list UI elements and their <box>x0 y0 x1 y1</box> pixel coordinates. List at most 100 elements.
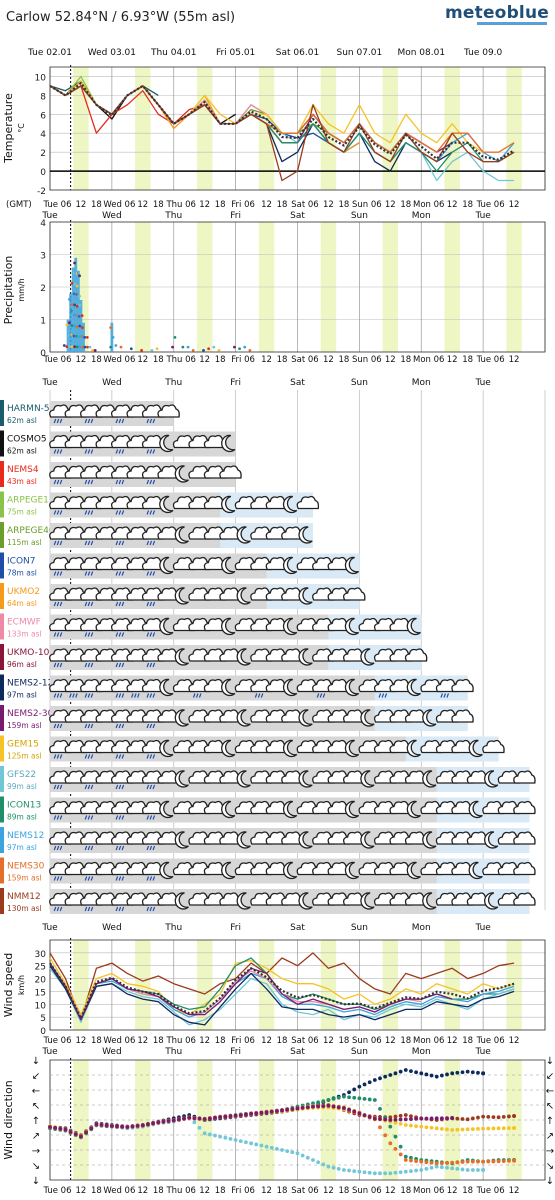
rain-drop <box>443 693 447 698</box>
rain-drop <box>84 723 88 729</box>
precip-point <box>78 274 81 278</box>
moon-shape <box>468 861 483 879</box>
rain-drop <box>84 906 88 912</box>
model-name: NEMS12 <box>7 831 44 841</box>
direction-point <box>223 1114 228 1119</box>
moon-shape <box>159 861 174 879</box>
direction-point <box>254 1142 259 1147</box>
moon-icon <box>298 892 313 910</box>
direction-point <box>403 1068 408 1072</box>
direction-point <box>429 1073 434 1078</box>
direction-point <box>352 1095 357 1100</box>
precip-point <box>62 344 66 347</box>
rain-drop <box>115 754 119 759</box>
direction-point <box>73 1132 78 1137</box>
direction-point <box>465 1159 470 1164</box>
direction-point <box>434 1164 439 1169</box>
direction-point <box>223 1135 228 1140</box>
cloud-shape <box>157 404 180 418</box>
model-color-swatch <box>0 522 4 548</box>
precip-point <box>80 345 84 349</box>
direction-point <box>398 1152 403 1157</box>
moon-icon <box>159 617 174 635</box>
moon-shape <box>422 770 437 788</box>
model-altitude: 43m asl <box>7 477 37 486</box>
rain-drop <box>149 418 153 424</box>
direction-point <box>470 1127 475 1132</box>
precip-point <box>83 345 87 349</box>
x-tick-label: Sun 06 <box>352 1036 382 1046</box>
meteoblue-logo[interactable]: meteoblue <box>444 3 549 23</box>
moon-icon <box>236 831 251 849</box>
precip-point <box>78 345 82 349</box>
rain-drop <box>118 540 122 546</box>
direction-arrow-icon: ↙ <box>546 1071 554 1082</box>
rain-drop <box>198 693 202 698</box>
x-tick-label: 12 <box>137 200 148 210</box>
moon-icon <box>159 861 174 879</box>
moon-shape <box>468 739 483 757</box>
x-tick-label: 12 <box>447 355 458 365</box>
rain-drop <box>53 571 57 576</box>
direction-point <box>295 1151 300 1156</box>
sun-cloud-icon <box>141 739 165 759</box>
rain-drop <box>121 784 125 790</box>
direction-point <box>460 1160 465 1164</box>
direction-point <box>460 1117 465 1121</box>
x-tick-label: 18 <box>462 1186 473 1196</box>
direction-point <box>450 1166 455 1171</box>
model-color-swatch <box>0 552 4 579</box>
moon-icon <box>221 800 236 818</box>
direction-point <box>496 1126 501 1131</box>
model-name: ECMWF <box>7 618 41 628</box>
rain-drop <box>84 876 88 881</box>
icon-day-labels: Tue Wed Thu Fri Sat Sun Mon Tue <box>41 378 491 388</box>
rain-drop <box>121 418 125 424</box>
cloud-shape <box>296 495 320 510</box>
x-tick-label: 12 <box>323 200 334 210</box>
cloud-shape <box>404 648 428 662</box>
direction-point <box>202 1117 207 1121</box>
cloud-shape <box>451 709 474 723</box>
direction-point <box>455 1160 460 1165</box>
rain-drop <box>87 571 91 576</box>
x-tick-label: 18 <box>338 1186 349 1196</box>
y-tick-label: 0 <box>40 1027 46 1037</box>
model-altitude: 99m asl <box>7 782 37 791</box>
precip-point <box>93 348 97 352</box>
moon-icon <box>422 709 437 727</box>
rain-drop <box>118 479 122 485</box>
x-tick-label: 12 <box>323 1036 334 1046</box>
rain-drop <box>131 693 134 698</box>
direction-point <box>135 1123 140 1128</box>
model-row: ICON13 89m asl <box>0 796 536 823</box>
moon-shape <box>344 617 360 635</box>
direction-point <box>336 1166 341 1171</box>
moon-shape <box>406 739 421 757</box>
rain-drop <box>146 449 150 454</box>
y-tick-label: 8 <box>40 92 46 102</box>
precip-point <box>109 345 113 349</box>
daylight-band <box>320 940 337 1030</box>
rain-drop <box>87 632 91 637</box>
model-color-swatch <box>0 430 4 457</box>
precip-point <box>171 345 174 349</box>
direction-point <box>357 1169 362 1174</box>
day-label: Wed <box>102 378 122 388</box>
moon-icon <box>159 434 174 452</box>
rain-drop <box>378 693 382 698</box>
precip-point <box>119 345 123 349</box>
direction-point <box>393 1114 398 1119</box>
rain-drop <box>56 540 60 546</box>
direction-point <box>434 1074 439 1079</box>
sun-cloud-icon <box>327 800 351 815</box>
moon-icon <box>468 739 483 757</box>
model-color-swatch <box>0 400 4 426</box>
rain-drop <box>149 876 153 881</box>
moon-icon <box>221 434 236 452</box>
direction-point <box>481 1114 486 1119</box>
model-name: NEMS2-12 <box>7 679 53 689</box>
moon-icon <box>344 556 360 574</box>
direction-point <box>316 1160 321 1165</box>
cloud-shape <box>343 587 366 601</box>
